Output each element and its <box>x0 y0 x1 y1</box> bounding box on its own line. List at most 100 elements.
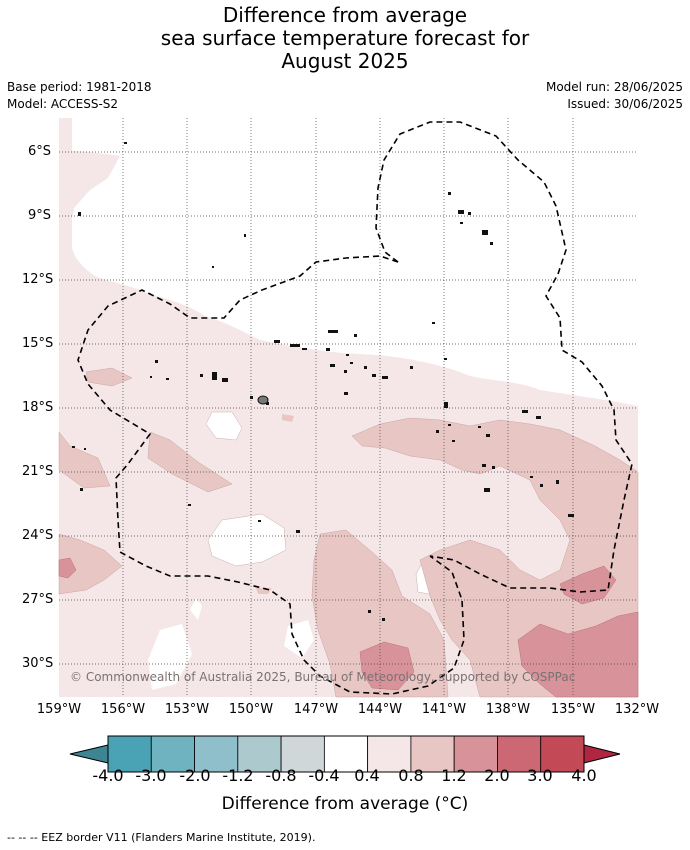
island-30 <box>212 372 217 380</box>
anomaly-0.8-region-7 <box>58 533 123 595</box>
lon-label-159w: 159°W <box>36 702 82 717</box>
island-34 <box>266 402 269 405</box>
colorbar-tick: 1.2 <box>441 766 467 785</box>
island-19 <box>330 364 335 367</box>
anomaly-0.8-region-1 <box>85 367 133 387</box>
colorbar <box>69 735 621 773</box>
island-21 <box>344 370 347 373</box>
island-41 <box>452 440 455 442</box>
colorbar-tick: -0.8 <box>265 766 297 785</box>
island-20 <box>350 362 353 364</box>
island-12 <box>328 330 338 333</box>
island-52 <box>556 480 559 484</box>
lon-label-135w: 135°W <box>550 702 596 717</box>
island-18 <box>346 354 349 356</box>
island-25 <box>410 366 413 369</box>
colorbar-cell <box>410 735 455 773</box>
lat-label-6s: 6°S <box>28 144 52 159</box>
island-37 <box>522 410 528 413</box>
island-5 <box>448 192 451 195</box>
sst-anomaly-map <box>58 118 639 773</box>
anomaly-0.4-pocket <box>434 512 480 532</box>
island-22 <box>364 366 367 369</box>
lon-label-144w: 144°W <box>357 702 403 717</box>
anomaly-0.8-region-4 <box>282 414 294 422</box>
anomaly-0.8-region-3 <box>147 431 233 493</box>
model-run-text: Model run: 28/06/2025 <box>545 80 683 94</box>
lon-label-132w: 132°W <box>614 702 660 717</box>
island-1 <box>124 142 127 144</box>
island-53 <box>568 514 574 517</box>
model-text: Model: ACCESS-S2 <box>7 97 119 111</box>
island-46 <box>80 488 83 491</box>
eez-boundary-lines <box>77 121 633 695</box>
colorbar-tick: 0.4 <box>354 766 380 785</box>
base-period-text: Base period: 1981-2018 <box>7 80 152 94</box>
island-55 <box>258 520 261 522</box>
colorbar-tick: -4.0 <box>92 766 124 785</box>
island-54 <box>188 504 191 506</box>
island-14 <box>274 340 280 343</box>
island-35 <box>344 392 348 395</box>
island-17 <box>326 348 330 351</box>
lat-label-18s: 18°S <box>22 400 54 415</box>
island-10 <box>490 242 493 245</box>
island-56 <box>296 530 300 533</box>
issued-text: Issued: 30/06/2025 <box>567 97 683 111</box>
anomaly-1.2-region-3 <box>559 565 617 605</box>
title-line-2: sea surface temperature forecast for <box>160 26 530 50</box>
island-16 <box>302 348 307 350</box>
near-normal-patch-4 <box>190 598 202 620</box>
islands <box>72 142 574 621</box>
colorbar-cell <box>323 735 369 773</box>
lon-label-153w: 153°W <box>164 702 210 717</box>
lon-label-138w: 138°W <box>485 702 531 717</box>
title-line-1: Difference from average <box>222 3 468 27</box>
island-15 <box>290 344 300 347</box>
island-29 <box>200 374 203 377</box>
island-49 <box>484 488 490 492</box>
island-58 <box>382 618 385 621</box>
island-39 <box>448 424 451 426</box>
anomaly-1.2-region-1 <box>58 557 77 579</box>
colorbar-outline <box>107 735 585 773</box>
island-38 <box>536 416 541 419</box>
island-27 <box>155 360 158 363</box>
colorbar-title: Difference from average (°C) <box>221 794 469 814</box>
colorbar-tick: 0.8 <box>398 766 424 785</box>
warm-tongue-northwest <box>59 150 120 248</box>
colorbar-cell <box>237 735 282 773</box>
island-44 <box>72 446 75 448</box>
near-normal-patch-1 <box>205 411 243 441</box>
island-4 <box>212 266 214 268</box>
island-42 <box>478 426 481 428</box>
anomaly-0.8-region-5 <box>351 417 639 698</box>
lat-label-15s: 15°S <box>22 336 54 351</box>
island-51 <box>540 484 543 487</box>
island-28 <box>150 376 152 378</box>
lat-label-9s: 9°S <box>28 208 52 223</box>
near-normal-patch-2 <box>207 513 287 567</box>
island-6 <box>458 210 464 214</box>
island-24 <box>382 376 388 379</box>
island-7 <box>468 212 471 215</box>
island-47 <box>482 464 486 467</box>
lat-label-30s: 30°S <box>22 656 54 671</box>
anomaly-1.2-region-2 <box>359 641 415 691</box>
near-normal-region-north <box>72 118 638 406</box>
colorbar-tick: -2.0 <box>179 766 211 785</box>
anomaly-0.8-region-2 <box>58 431 111 489</box>
lon-label-141w: 141°W <box>421 702 467 717</box>
near-normal-patch-5 <box>284 620 314 658</box>
lon-label-150w: 150°W <box>228 702 274 717</box>
island-11 <box>432 322 435 324</box>
lon-label-156w: 156°W <box>100 702 146 717</box>
colorbar-tick: 4.0 <box>571 766 597 785</box>
colorbar-extend-low <box>69 744 109 764</box>
island-9 <box>482 230 488 235</box>
eez-legend-note: -- -- -- EEZ border V11 (Flanders Marine… <box>7 831 316 844</box>
island-36 <box>444 402 448 408</box>
island-32 <box>166 378 169 380</box>
meta-left: Base period: 1981-2018 Model: ACCESS-S2 <box>7 79 152 113</box>
island-50 <box>530 476 533 478</box>
